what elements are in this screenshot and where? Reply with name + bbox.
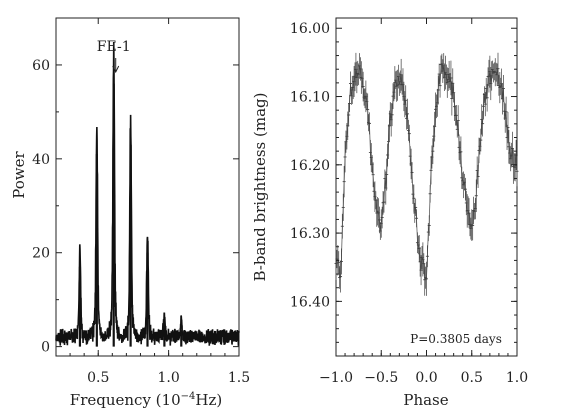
y-tick-label: 16.10 <box>290 90 330 106</box>
y-tick-label: 20 <box>32 246 50 262</box>
x-tick-label: 0.5 <box>87 370 109 386</box>
period-annotation: P=0.3805 days <box>410 332 502 346</box>
y-tick-label: 16.40 <box>290 294 330 310</box>
x-tick-label: −1.0 <box>319 370 353 386</box>
arrow-head <box>112 65 120 74</box>
light-curve-line <box>335 63 518 280</box>
spectrum-line <box>55 42 240 346</box>
power-spectrum-curve <box>55 42 240 347</box>
y-axis-ticks: 16.00 16.10 16.20 16.30 16.40 <box>290 21 517 343</box>
plot-frame <box>55 17 240 357</box>
y-tick-label: 16.30 <box>290 226 330 242</box>
y-tick-label: 16.20 <box>290 158 330 174</box>
x-tick-label: 0.5 <box>461 370 483 386</box>
x-axis-ticks: 0.5 1.0 1.5 <box>69 18 250 386</box>
x-axis-label: Frequency (10−4Hz) <box>70 391 222 409</box>
y-axis-label: B-band brightness (mag) <box>251 93 269 282</box>
x-axis-label: Phase <box>403 391 448 409</box>
x-axis-ticks: −1.0 −0.5 0.0 0.5 1.0 <box>319 18 528 386</box>
light-curve-points <box>334 52 519 296</box>
power-spectrum-panel: 0.5 1.0 1.5 0 20 40 60 Frequency (10−4Hz) Pow… <box>10 17 250 409</box>
x-tick-label: 1.0 <box>157 370 179 386</box>
y-axis-ticks: 0 20 40 60 <box>32 17 239 356</box>
x-tick-label: 1.5 <box>228 370 250 386</box>
y-axis-label: Power <box>10 150 28 198</box>
y-tick-label: 60 <box>32 58 50 74</box>
x-tick-label: −0.5 <box>364 370 398 386</box>
y-tick-label: 0 <box>41 340 50 356</box>
light-curve-panel: −1.0 −0.5 0.0 0.5 1.0 16.0016.1016.2016.3016… <box>251 17 528 409</box>
y-tick-label: 40 <box>32 152 50 168</box>
fe-1-arrow <box>112 58 120 74</box>
y-tick-label: 16.00 <box>290 21 330 37</box>
x-tick-label: 1.0 <box>506 370 528 386</box>
fe-1-annotation: FE-1 <box>97 39 131 55</box>
x-tick-label: 0.0 <box>415 370 437 386</box>
